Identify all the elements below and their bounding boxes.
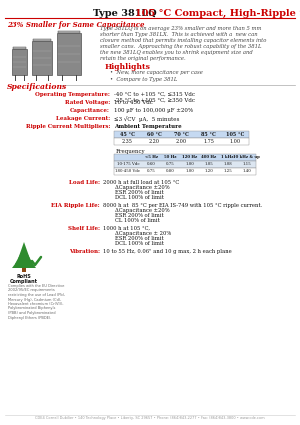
- Polygon shape: [12, 252, 36, 268]
- Text: 45 °C: 45 °C: [120, 132, 135, 137]
- Text: Mercury (Hg), Cadmium (Cd),: Mercury (Hg), Cadmium (Cd),: [8, 298, 62, 301]
- Bar: [114, 168, 256, 175]
- Polygon shape: [15, 247, 33, 264]
- Text: Ripple Current Multipliers:: Ripple Current Multipliers:: [26, 124, 110, 129]
- Text: 120 Hz: 120 Hz: [182, 155, 197, 159]
- Text: 2.20: 2.20: [149, 139, 160, 144]
- Text: 60 °C: 60 °C: [147, 132, 162, 137]
- Bar: [114, 161, 256, 168]
- Text: DCL 100% of limit: DCL 100% of limit: [115, 195, 164, 200]
- Text: Rated Voltage:: Rated Voltage:: [65, 100, 110, 105]
- Text: Type 381LQ is on average 23% smaller and more than 5 mm: Type 381LQ is on average 23% smaller and…: [100, 26, 262, 31]
- Text: 1.00: 1.00: [185, 169, 194, 173]
- Text: Hexavalent chromium (Cr(VI)),: Hexavalent chromium (Cr(VI)),: [8, 302, 64, 306]
- Text: 1.15: 1.15: [242, 162, 251, 166]
- Bar: [114, 131, 249, 138]
- Text: ESR 200% of limit: ESR 200% of limit: [115, 213, 164, 218]
- Text: 0.75: 0.75: [147, 169, 156, 173]
- Text: ESR 200% of limit: ESR 200% of limit: [115, 190, 164, 195]
- Text: Polybrominated Biphenyls: Polybrominated Biphenyls: [8, 306, 56, 311]
- Text: restricting the use of Lead (Pb),: restricting the use of Lead (Pb),: [8, 293, 65, 297]
- Bar: [114, 138, 249, 145]
- Text: 10 to 450 Vdc: 10 to 450 Vdc: [114, 100, 153, 105]
- Text: 70 °C: 70 °C: [174, 132, 189, 137]
- Text: Operating Temperature:: Operating Temperature:: [35, 92, 110, 97]
- Text: 0.75: 0.75: [166, 162, 175, 166]
- Text: 1000 h at 105 °C,: 1000 h at 105 °C,: [103, 226, 150, 231]
- Text: 105 °C: 105 °C: [226, 132, 245, 137]
- Text: 10 to 55 Hz, 0.06" and 10 g max, 2 h each plane: 10 to 55 Hz, 0.06" and 10 g max, 2 h eac…: [103, 249, 232, 254]
- Bar: [22, 268, 26, 272]
- Text: EIA Ripple Life:: EIA Ripple Life:: [51, 203, 100, 208]
- Text: Diphenyl Ethers (PBDE).: Diphenyl Ethers (PBDE).: [8, 315, 51, 320]
- Text: Frequency: Frequency: [116, 149, 146, 154]
- Text: retain the original performance.: retain the original performance.: [100, 56, 186, 61]
- Text: ΔCapacitance ±20%: ΔCapacitance ±20%: [115, 208, 170, 213]
- Text: 1.08: 1.08: [223, 162, 232, 166]
- Text: 2002/95/EC requirements: 2002/95/EC requirements: [8, 289, 55, 292]
- Text: 2.00: 2.00: [176, 139, 187, 144]
- Text: 105 °C Compact, High-Ripple Snap-in: 105 °C Compact, High-Ripple Snap-in: [135, 9, 300, 18]
- Text: 2.35: 2.35: [122, 139, 133, 144]
- Text: 2000 h at full load at 105 °C: 2000 h at full load at 105 °C: [103, 180, 179, 185]
- Text: <5 Hz: <5 Hz: [145, 155, 158, 159]
- Text: Specifications: Specifications: [7, 83, 67, 91]
- Text: ΔCapacitance ±20%: ΔCapacitance ±20%: [115, 185, 170, 190]
- Text: Highlights: Highlights: [105, 63, 151, 71]
- Text: CDE4 Cornell Dubilier • 140 Technology Place • Liberty, SC 29657 • Phone: (864)8: CDE4 Cornell Dubilier • 140 Technology P…: [35, 416, 265, 420]
- Text: 0.80: 0.80: [166, 169, 175, 173]
- Text: ESR 200% of limit: ESR 200% of limit: [115, 236, 164, 241]
- Text: Vibration:: Vibration:: [69, 249, 100, 254]
- Bar: [57, 33, 81, 75]
- Polygon shape: [18, 242, 30, 259]
- Text: 180-450 Vdc: 180-450 Vdc: [116, 169, 141, 173]
- Text: 1.05: 1.05: [204, 162, 213, 166]
- Text: ≤3 √CV  µA,  5 minutes: ≤3 √CV µA, 5 minutes: [114, 116, 179, 122]
- Text: 1.25: 1.25: [223, 169, 232, 173]
- Text: 1.00: 1.00: [230, 139, 241, 144]
- Text: 400 Hz: 400 Hz: [201, 155, 216, 159]
- Text: Type 381LQ: Type 381LQ: [93, 9, 160, 18]
- Text: ΔCapacitance ± 20%: ΔCapacitance ± 20%: [115, 231, 171, 236]
- Text: 10 kHz & up: 10 kHz & up: [233, 155, 260, 159]
- Bar: [33, 39, 51, 41]
- Text: DCL 100% of limit: DCL 100% of limit: [115, 241, 164, 246]
- Text: 1.20: 1.20: [204, 169, 213, 173]
- Text: 1.40: 1.40: [242, 169, 251, 173]
- Text: (PBB) and Polybrominated: (PBB) and Polybrominated: [8, 311, 56, 315]
- Text: the new 381LQ enables you to shrink equipment size and: the new 381LQ enables you to shrink equi…: [100, 50, 253, 55]
- Text: -25 °C to +105 °C, ≥350 Vdc: -25 °C to +105 °C, ≥350 Vdc: [114, 97, 195, 102]
- Text: 0.60: 0.60: [147, 162, 156, 166]
- Text: smaller cans.  Approaching the robust capability of the 381L: smaller cans. Approaching the robust cap…: [100, 44, 262, 49]
- Text: 8000 h at  85 °C per EIA IS-749 with 105 °C ripple current.: 8000 h at 85 °C per EIA IS-749 with 105 …: [103, 203, 262, 208]
- Text: Shelf Life:: Shelf Life:: [68, 226, 100, 231]
- Text: 50 Hz: 50 Hz: [164, 155, 177, 159]
- Text: •  New, more capacitance per case: • New, more capacitance per case: [110, 70, 203, 75]
- Text: •  Compare to Type 381L: • Compare to Type 381L: [110, 77, 177, 82]
- Text: CL 100% of limit: CL 100% of limit: [115, 218, 160, 223]
- Text: Leakage Current:: Leakage Current:: [56, 116, 110, 121]
- Text: Compliant: Compliant: [10, 279, 38, 284]
- Text: closure method that permits installing capacitor elements into: closure method that permits installing c…: [100, 38, 266, 43]
- Text: 23% Smaller for Same Capacitance: 23% Smaller for Same Capacitance: [7, 21, 145, 29]
- Text: Complies with the EU Directive: Complies with the EU Directive: [8, 284, 64, 288]
- Text: -40 °C to +105 °C, ≤315 Vdc: -40 °C to +105 °C, ≤315 Vdc: [114, 92, 195, 97]
- Text: 85 °C: 85 °C: [201, 132, 216, 137]
- Text: 100 µF to 100,000 µF ±20%: 100 µF to 100,000 µF ±20%: [114, 108, 193, 113]
- Text: Ambient Temperature: Ambient Temperature: [114, 124, 182, 129]
- Text: Load Life:: Load Life:: [69, 180, 100, 185]
- Text: 1.75: 1.75: [203, 139, 214, 144]
- Text: 1 kHz: 1 kHz: [221, 155, 234, 159]
- Text: 10-175 Vdc: 10-175 Vdc: [117, 162, 139, 166]
- Text: Capacitance:: Capacitance:: [70, 108, 110, 113]
- Text: shorter than Type 381LX.  This is achieved with a  new can: shorter than Type 381LX. This is achieve…: [100, 32, 258, 37]
- Bar: [58, 31, 80, 33]
- Text: 1.00: 1.00: [185, 162, 194, 166]
- Bar: [32, 41, 52, 75]
- Bar: [13, 47, 26, 49]
- Text: RoHS: RoHS: [16, 274, 32, 279]
- Bar: [114, 154, 256, 161]
- Bar: [12, 49, 27, 75]
